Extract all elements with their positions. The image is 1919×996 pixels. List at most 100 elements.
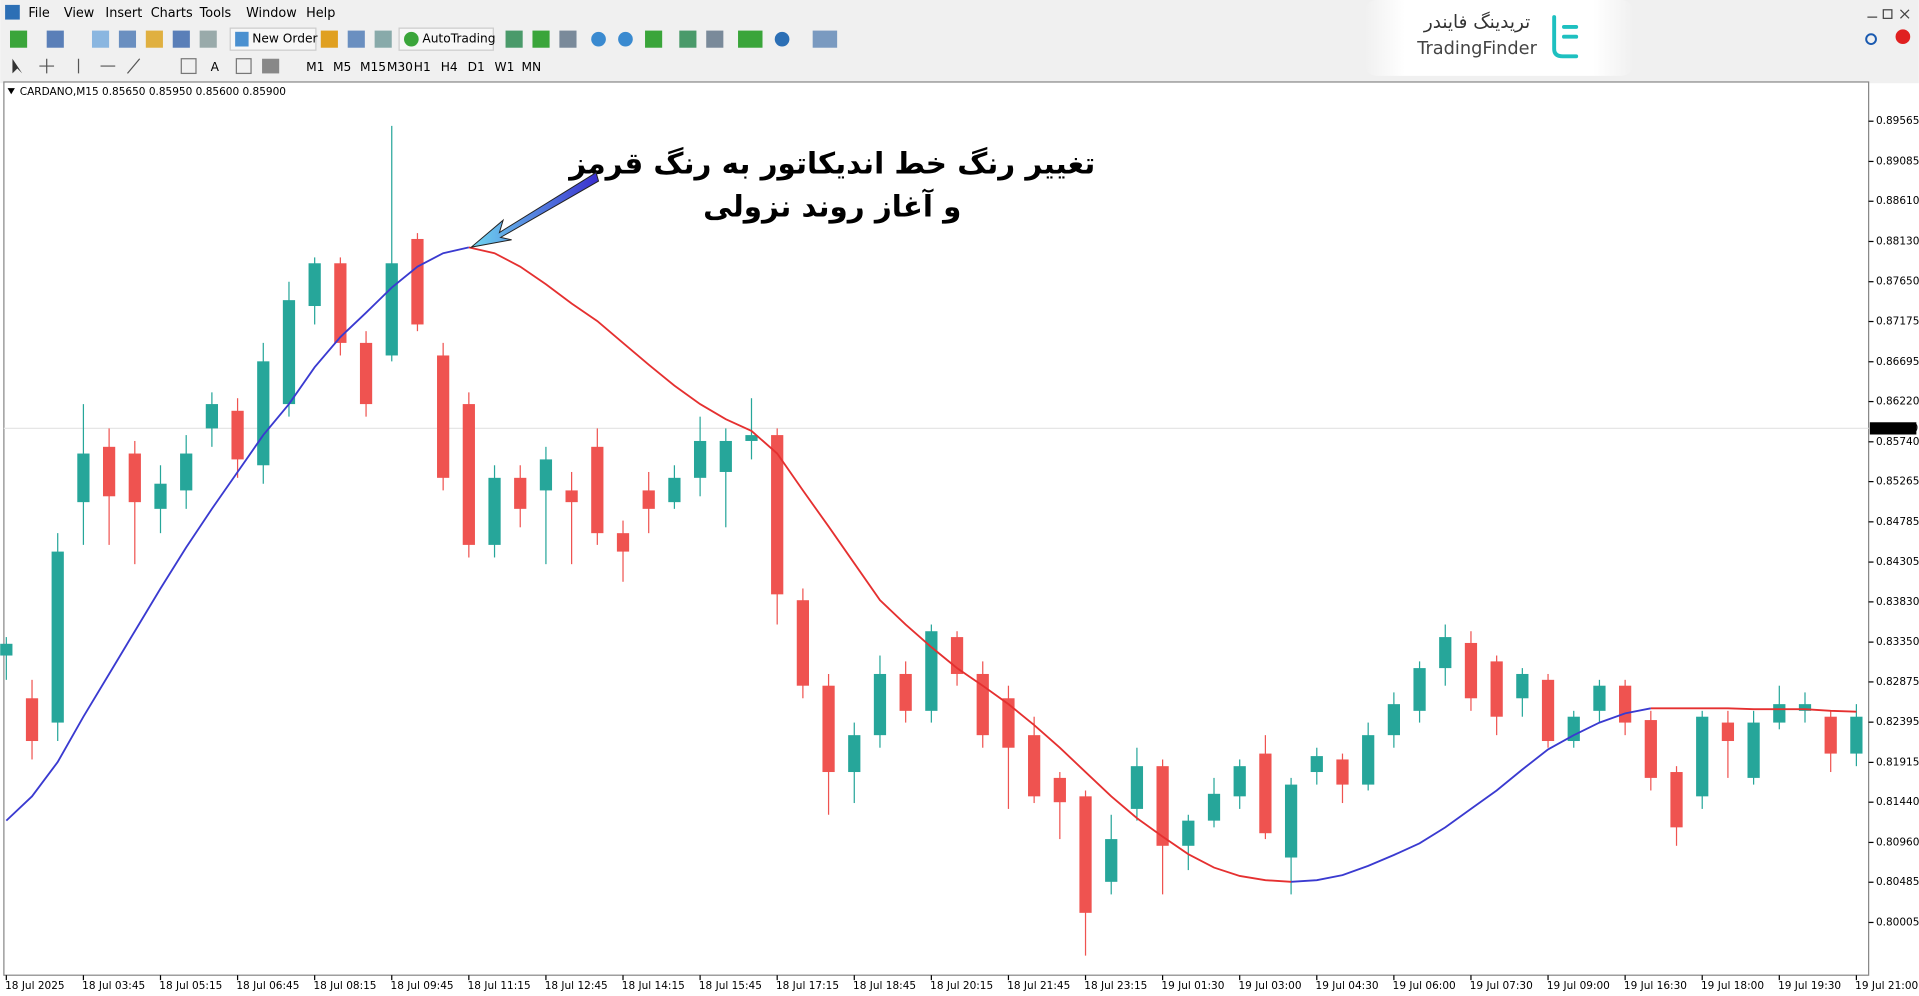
logo-fa: تریدینگ فایندر [1423, 11, 1530, 33]
autotrading-button[interactable] [398, 27, 494, 51]
tool-icon[interactable] [172, 30, 190, 48]
tool-icon[interactable] [738, 30, 763, 48]
timeframe-button[interactable]: M15 [360, 60, 386, 74]
candle-body [282, 300, 296, 405]
candle-body [1413, 668, 1426, 711]
tool-icon[interactable] [118, 30, 137, 48]
tool-icon[interactable] [9, 30, 28, 48]
candle-body [334, 263, 347, 343]
x-tick-label: 18 Jul 12:45 [545, 980, 608, 992]
candle-body [1619, 685, 1632, 723]
close[interactable] [1900, 9, 1910, 19]
tool-icon[interactable] [235, 58, 252, 75]
timeframe-button[interactable]: W1 [495, 60, 515, 74]
candle-body [514, 477, 527, 509]
x-tick-label: 18 Jul 09:45 [391, 980, 454, 992]
tool-icon[interactable] [645, 30, 663, 48]
annotation-line: تغییر رنگ خط اندیکاتور به رنگ قرمز [567, 147, 1095, 181]
tool-icon[interactable] [180, 58, 197, 75]
tool-icon[interactable] [532, 30, 550, 48]
timeframe-button[interactable]: MN [521, 60, 541, 74]
candle-body [745, 435, 758, 441]
menu-item[interactable]: View [64, 6, 94, 21]
tool-icon[interactable] [559, 30, 577, 48]
restore[interactable] [1882, 9, 1893, 19]
tool-icon[interactable] [262, 58, 280, 74]
menu-item[interactable]: Help [306, 6, 335, 21]
text-tool[interactable]: A [211, 60, 220, 74]
logo-en: TradingFinder [1416, 39, 1537, 59]
menu-item[interactable]: Charts [151, 6, 193, 21]
tool-icon[interactable] [706, 30, 724, 48]
candle-body [1490, 661, 1503, 717]
candle-body [1362, 735, 1375, 785]
menu-item[interactable]: Tools [199, 6, 232, 21]
x-tick-label: 18 Jul 21:45 [1007, 980, 1070, 992]
search[interactable] [1865, 33, 1877, 46]
candle-body [822, 685, 835, 773]
candle-body [128, 453, 141, 503]
tool-icon[interactable] [199, 30, 217, 48]
menu-bar: File View Insert Charts Tools Window Hel… [5, 4, 335, 21]
tool-icon[interactable] [618, 31, 633, 47]
cursor-tool[interactable] [12, 58, 23, 74]
timeframe-button[interactable]: D1 [468, 60, 485, 74]
tool-icon[interactable] [505, 30, 523, 48]
timeframe-button[interactable]: M30 [387, 60, 413, 74]
candle-body [719, 440, 732, 472]
timeframe-button[interactable]: H4 [441, 60, 458, 74]
menu-item[interactable]: File [28, 6, 50, 21]
timeframe-button[interactable]: M1 [306, 60, 324, 74]
notification[interactable] [1895, 29, 1911, 45]
candle-body [925, 631, 938, 711]
line-tools[interactable] [77, 58, 141, 74]
y-tick-label: 0.81915 [1876, 756, 1919, 768]
tool-icon[interactable] [591, 31, 606, 47]
candle-body [1002, 698, 1015, 748]
candle-body [1439, 637, 1452, 669]
x-tick-label: 18 Jul 06:45 [236, 980, 299, 992]
candle-body [102, 446, 116, 497]
y-tick-label: 0.88130 [1876, 235, 1919, 247]
x-tick-label: 19 Jul 04:30 [1316, 980, 1379, 992]
candle-body [1747, 722, 1760, 778]
x-tick-label: 18 Jul 08:15 [313, 980, 376, 992]
candle-body [1773, 704, 1786, 723]
y-tick-label: 0.87175 [1876, 316, 1919, 328]
annotation-line: و آغاز روند نزولی [703, 188, 961, 224]
candle-body [1310, 756, 1323, 773]
candle-body [1207, 793, 1221, 821]
candle-body [1593, 685, 1606, 711]
tool-icon[interactable] [347, 30, 365, 48]
menu-item[interactable]: Insert [105, 6, 142, 21]
tool-icon[interactable] [46, 30, 64, 48]
tool-icon[interactable] [774, 31, 790, 47]
menu-item[interactable]: Window [246, 6, 297, 21]
last-price-label: 0.85900 [1875, 422, 1919, 434]
tool-icon[interactable] [91, 30, 110, 48]
y-tick-label: 0.89565 [1876, 115, 1919, 127]
candle-body [51, 551, 64, 723]
x-tick-label: 18 Jul 2025 [5, 980, 65, 992]
x-tick-label: 19 Jul 06:00 [1393, 980, 1456, 992]
new-order-button[interactable] [229, 27, 317, 51]
candle-body [1079, 796, 1092, 913]
annotation-arrow [469, 171, 600, 248]
y-tick-label: 0.83830 [1876, 596, 1919, 608]
candle-body [359, 342, 373, 405]
candle-body [1824, 716, 1837, 754]
timeframe-button[interactable]: H1 [414, 60, 431, 74]
candle-body [1130, 766, 1144, 809]
tool-icon[interactable] [679, 30, 697, 48]
crosshair-tool[interactable] [39, 58, 55, 74]
tool-icon[interactable] [320, 30, 338, 48]
x-tick-label: 18 Jul 15:45 [699, 980, 762, 992]
y-tick-label: 0.85265 [1876, 476, 1919, 488]
tool-icon[interactable] [145, 30, 163, 48]
tool-icon[interactable] [374, 30, 392, 48]
timeframe-button[interactable]: M5 [333, 60, 351, 74]
tool-icon[interactable] [812, 30, 838, 48]
y-tick-label: 0.87650 [1876, 276, 1919, 288]
